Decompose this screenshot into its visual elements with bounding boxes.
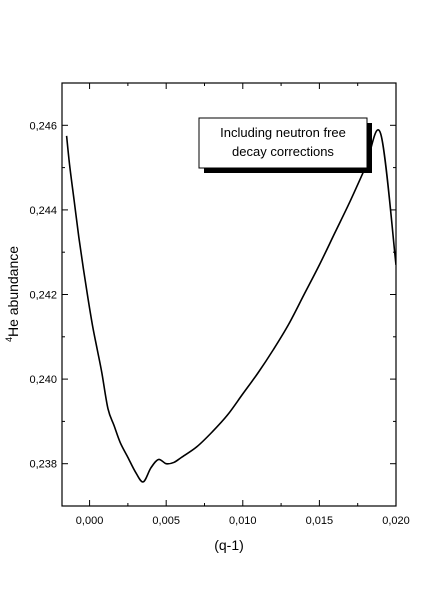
series-layer [65, 129, 396, 483]
y-tick-label: 0,238 [29, 459, 57, 471]
annotation-frame [198, 117, 368, 169]
y-tick-label: 0,246 [29, 120, 57, 132]
y-tick-label: 0,242 [29, 290, 57, 302]
x-axis-title: (q-1) [214, 537, 244, 553]
x-tick-label: 0,000 [76, 515, 104, 527]
x-ticks: 0,000 0,005 0,010 0,015 0,020 [76, 83, 410, 527]
y-tick-label: 0,244 [29, 205, 57, 217]
x-tick-label: 0,010 [229, 515, 257, 527]
y-ticks: 0,238 0,240 0,242 0,244 0,246 [29, 82, 396, 507]
annotation-line-1: Including neutron free [220, 125, 346, 140]
x-tick-label: 0,015 [306, 515, 334, 527]
series-line [65, 129, 396, 483]
annotation-box: Including neutron free decay corrections [198, 117, 372, 173]
y-axis-title: 4He abundance [4, 246, 21, 342]
y-tick-label: 0,240 [29, 374, 57, 386]
x-tick-label: 0,020 [382, 515, 410, 527]
y-axis-title-superscript: 4 [4, 337, 14, 342]
x-tick-label: 0,005 [152, 515, 180, 527]
annotation-line-2: decay corrections [232, 144, 334, 159]
svg-text:4He abundance: 4He abundance [4, 246, 21, 342]
y-axis-title-text: He abundance [5, 246, 21, 337]
